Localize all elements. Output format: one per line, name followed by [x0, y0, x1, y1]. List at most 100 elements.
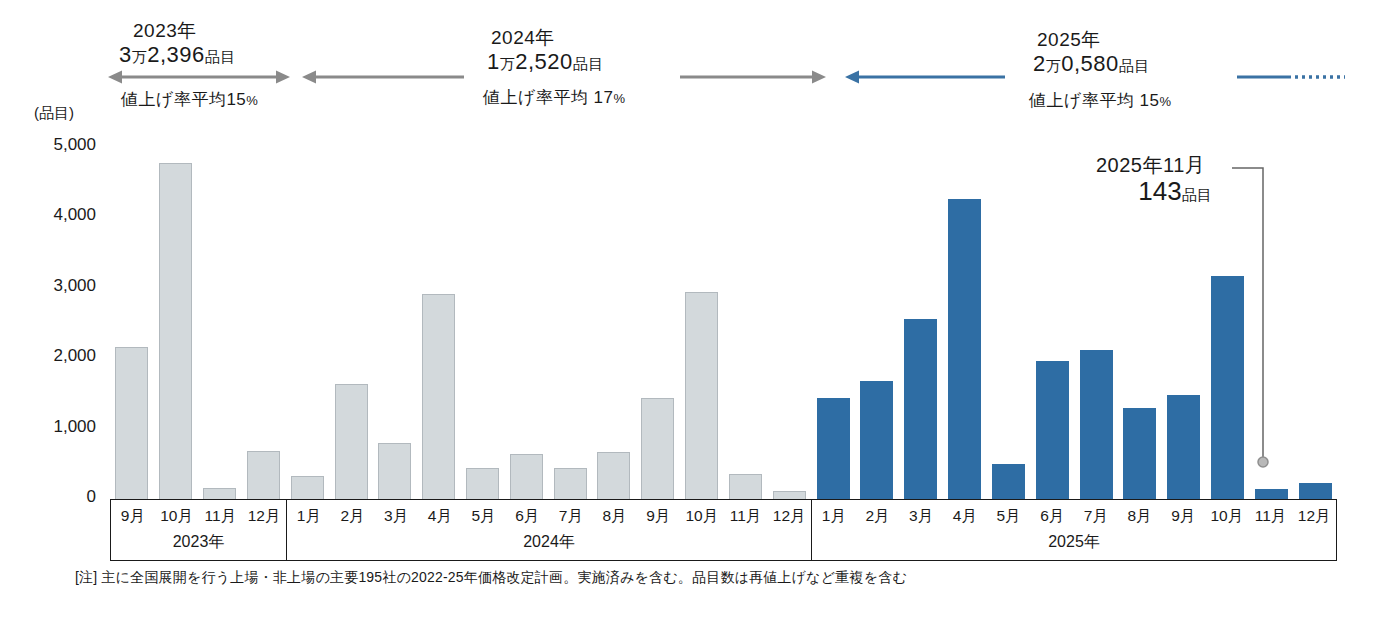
axis-cell-2023年: 9月10月11月12月2023年 [111, 500, 286, 560]
x-tick-label: 1月 [812, 506, 856, 527]
y-tick-label: 3,000 [0, 276, 96, 296]
x-tick-label: 12月 [767, 506, 811, 527]
bar-slot [373, 145, 417, 499]
bar-slot [417, 145, 461, 499]
bar [817, 398, 850, 499]
bar-slot [329, 145, 373, 499]
bar-slot [504, 145, 548, 499]
bar [159, 163, 192, 499]
x-tick-label: 9月 [1161, 506, 1205, 527]
x-tick-label: 12月 [242, 506, 286, 527]
year-label: 2025年 [812, 532, 1336, 553]
bar-slot [461, 145, 505, 499]
annotation-2025: 2025年 2万0,580品目 [1033, 28, 1150, 77]
bar-group-2023年 [110, 145, 285, 499]
bar [422, 294, 455, 499]
x-tick-label: 11月 [724, 506, 768, 527]
x-tick-label: 5月 [987, 506, 1031, 527]
bar-slot [285, 145, 329, 499]
y-tick-label: 5,000 [0, 135, 96, 155]
y-axis-unit-label: (品目) [34, 104, 74, 123]
bar [992, 464, 1025, 499]
annotation-2024-rate: 値上げ率平均 17% [483, 86, 626, 109]
axis-cell-2024年: 1月2月3月4月5月6月7月8月9月10月11月12月2024年 [286, 500, 811, 560]
x-tick-label: 6月 [505, 506, 549, 527]
x-tick-label: 3月 [899, 506, 943, 527]
bar-slot [855, 145, 899, 499]
bar-slot [241, 145, 285, 499]
x-tick-label: 11月 [1249, 506, 1293, 527]
annotation-2025-amount: 2万0,580品目 [1033, 52, 1150, 77]
x-tick-label: 10月 [680, 506, 724, 527]
chart-canvas: 2023年 3万2,396品目 値上げ率平均15% 2024年 1万2,520品… [0, 0, 1380, 627]
bar [510, 454, 543, 499]
bar [554, 468, 587, 499]
range-line-2025-future-icon [1237, 70, 1345, 84]
y-tick-label: 0 [0, 487, 96, 507]
annotation-2023-amount: 3万2,396品目 [119, 43, 236, 68]
range-arrow-2024-left-icon [302, 70, 464, 84]
bar [335, 384, 368, 499]
callout-label: 2025年11月 [1096, 152, 1205, 179]
x-tick-label: 1月 [287, 506, 331, 527]
x-tick-label: 8月 [1118, 506, 1162, 527]
bar [948, 199, 981, 499]
bar [685, 292, 718, 499]
bar [466, 468, 499, 499]
bar [904, 319, 937, 499]
bar-slot [986, 145, 1030, 499]
x-tick-label: 8月 [593, 506, 637, 527]
x-tick-label: 4月 [943, 506, 987, 527]
annotation-2023-year: 2023年 [133, 19, 197, 42]
axis-cell-2025年: 1月2月3月4月5月6月7月8月9月10月11月12月2025年 [811, 500, 1336, 560]
year-label: 2023年 [111, 532, 286, 553]
bar-group-2024年 [285, 145, 811, 499]
annotation-2023-rate: 値上げ率平均15% [121, 88, 258, 111]
month-label-row: 9月10月11月12月 [111, 500, 286, 532]
bar [247, 451, 280, 499]
bar [1255, 489, 1288, 499]
note-text: [注] 主に全国展開を行う上場・非上場の主要195社の2022-25年価格改定計… [75, 569, 907, 587]
x-tick-label: 10月 [155, 506, 199, 527]
callout-value: 143品目 [1110, 176, 1240, 207]
callout-leader-icon [1228, 161, 1272, 477]
bar [860, 381, 893, 499]
bar [597, 452, 630, 499]
x-tick-label: 4月 [418, 506, 462, 527]
x-axis: 9月10月11月12月2023年1月2月3月4月5月6月7月8月9月10月11月… [110, 499, 1337, 561]
range-arrow-2025-left-icon [845, 70, 1005, 84]
bar [1036, 361, 1069, 499]
annotation-2025-rate: 値上げ率平均 15% [1029, 89, 1172, 112]
bar [1123, 408, 1156, 499]
annotation-2024-year: 2024年 [491, 26, 555, 49]
x-tick-label: 9月 [636, 506, 680, 527]
bar-slot [767, 145, 811, 499]
bar-slot [548, 145, 592, 499]
x-tick-label: 11月 [199, 506, 243, 527]
bar [1080, 350, 1113, 499]
month-label-row: 1月2月3月4月5月6月7月8月9月10月11月12月 [812, 500, 1336, 532]
annotation-2024: 2024年 1万2,520品目 [487, 26, 604, 75]
x-tick-label: 2月 [331, 506, 375, 527]
bar [115, 347, 148, 499]
bar-slot [1293, 145, 1337, 499]
x-tick-label: 12月 [1292, 506, 1336, 527]
x-tick-label: 3月 [374, 506, 418, 527]
bar-slot [811, 145, 855, 499]
bar [378, 443, 411, 499]
y-tick-label: 2,000 [0, 346, 96, 366]
bar-slot [198, 145, 242, 499]
bar-slot [899, 145, 943, 499]
annotation-2024-amount: 1万2,520品目 [487, 50, 604, 75]
bar-slot [1030, 145, 1074, 499]
month-label-row: 1月2月3月4月5月6月7月8月9月10月11月12月 [287, 500, 811, 532]
bar-slot [943, 145, 987, 499]
bar [773, 491, 806, 499]
x-tick-label: 2月 [856, 506, 900, 527]
x-tick-label: 10月 [1205, 506, 1249, 527]
annotation-2025-year: 2025年 [1037, 28, 1101, 51]
x-tick-label: 6月 [1030, 506, 1074, 527]
bar-slot [592, 145, 636, 499]
range-arrow-2024-right-icon [680, 70, 826, 84]
bar-slot [154, 145, 198, 499]
